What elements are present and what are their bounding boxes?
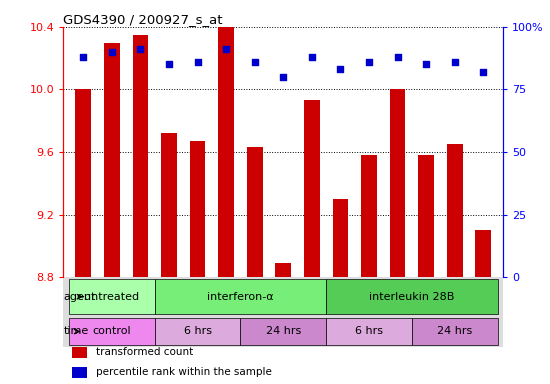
Bar bbox=[218, 3, 234, 277]
Text: 6 hrs: 6 hrs bbox=[184, 326, 212, 336]
Point bbox=[365, 59, 373, 65]
Text: 24 hrs: 24 hrs bbox=[437, 326, 472, 336]
Point bbox=[336, 66, 345, 73]
Bar bbox=[333, 199, 348, 277]
Bar bbox=[412, 318, 498, 345]
Point bbox=[193, 59, 202, 65]
Bar bbox=[69, 318, 155, 345]
Bar bbox=[276, 263, 291, 277]
Bar bbox=[69, 279, 155, 314]
Point bbox=[222, 46, 230, 53]
Bar bbox=[155, 318, 240, 345]
Point bbox=[164, 61, 173, 68]
Text: interferon-α: interferon-α bbox=[207, 292, 274, 302]
Bar bbox=[161, 133, 177, 277]
Text: untreated: untreated bbox=[84, 292, 139, 302]
Bar bbox=[326, 318, 412, 345]
Point bbox=[279, 74, 288, 80]
Text: interleukin 28B: interleukin 28B bbox=[369, 292, 454, 302]
Point bbox=[422, 61, 431, 68]
Bar bbox=[304, 101, 320, 277]
Bar bbox=[72, 347, 87, 358]
Bar bbox=[190, 141, 205, 277]
Bar bbox=[326, 279, 498, 314]
Point bbox=[479, 69, 488, 75]
Bar bbox=[361, 155, 377, 277]
Bar bbox=[247, 147, 262, 277]
Point bbox=[307, 54, 316, 60]
Bar bbox=[104, 43, 120, 277]
Text: control: control bbox=[92, 326, 131, 336]
Point bbox=[250, 59, 259, 65]
Text: 6 hrs: 6 hrs bbox=[355, 326, 383, 336]
Text: transformed count: transformed count bbox=[96, 348, 194, 358]
Bar bbox=[390, 89, 405, 277]
Bar bbox=[240, 318, 326, 345]
Bar bbox=[475, 230, 491, 277]
Bar bbox=[447, 144, 463, 277]
Bar bbox=[75, 89, 91, 277]
Bar bbox=[418, 155, 434, 277]
Bar bbox=[133, 35, 148, 277]
Point bbox=[136, 46, 145, 53]
Point bbox=[450, 59, 459, 65]
Text: time: time bbox=[64, 326, 89, 336]
Point bbox=[107, 49, 116, 55]
Point bbox=[79, 54, 87, 60]
Text: GDS4390 / 200927_s_at: GDS4390 / 200927_s_at bbox=[63, 13, 223, 26]
Text: percentile rank within the sample: percentile rank within the sample bbox=[96, 367, 272, 377]
Bar bbox=[155, 279, 326, 314]
Text: 24 hrs: 24 hrs bbox=[266, 326, 301, 336]
Point bbox=[393, 54, 402, 60]
Bar bbox=[72, 367, 87, 378]
Text: agent: agent bbox=[64, 292, 96, 302]
